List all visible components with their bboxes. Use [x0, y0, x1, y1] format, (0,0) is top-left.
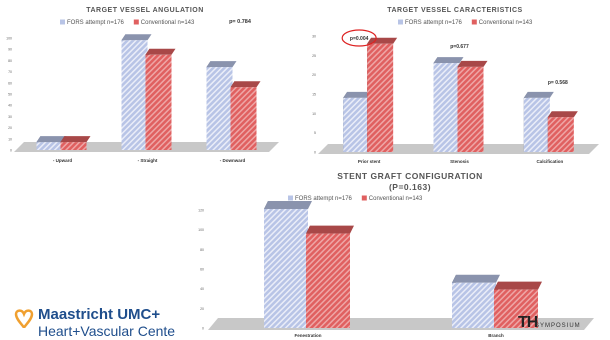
y-tick-label: 50	[8, 93, 12, 97]
bar	[206, 67, 233, 150]
chart-title: TARGET VESSEL ANGULATION	[86, 7, 204, 14]
bar-top	[36, 136, 67, 143]
bar-top	[457, 60, 488, 67]
bar	[60, 142, 87, 150]
legend-label-0: FORS attempt n=176	[295, 196, 353, 202]
bar-top	[60, 136, 91, 143]
y-tick-label: 30	[8, 115, 12, 119]
p-value-annotation: p= 0.784	[229, 19, 252, 25]
y-tick-label: 80	[200, 248, 204, 252]
y-tick-label: 80	[8, 59, 12, 63]
x-tick-label: - Straight	[138, 158, 158, 163]
y-tick-label: 20	[312, 73, 316, 77]
x-tick-label: Branch	[488, 333, 504, 338]
chart-title: TARGET VESSEL CARACTERISTICS	[387, 7, 522, 14]
bar-top	[547, 111, 578, 118]
bar	[547, 117, 574, 152]
bar-top	[264, 201, 312, 210]
bar	[494, 289, 538, 328]
y-tick-label: 5	[314, 131, 316, 135]
y-tick-label: 70	[8, 70, 12, 74]
logo-brand-text: Maastricht UMC+	[38, 306, 161, 323]
heart-hands-icon	[14, 309, 34, 329]
bar	[367, 43, 394, 152]
highlight-circle	[341, 29, 377, 47]
bar-top	[343, 91, 374, 98]
bar	[230, 87, 257, 150]
legend-swatch-0	[288, 195, 293, 201]
y-tick-label: 100	[198, 228, 204, 232]
legend-label-1: Conventional n=143	[479, 20, 533, 26]
y-tick-label: 25	[312, 54, 316, 58]
symposium-logo-text: SYMPOSIUM	[535, 323, 581, 329]
bar-top	[306, 225, 354, 234]
bar-top	[452, 274, 500, 283]
th-logo-text: TH	[518, 314, 538, 331]
th-symposium-logo: TH SYMPOSIUM	[518, 314, 608, 338]
bar	[121, 40, 148, 150]
maastricht-logo: Maastricht UMC+ Heart+Vascular Cente	[12, 306, 212, 340]
p-value-annotation-2: p= 0.568	[548, 80, 568, 86]
y-tick-label: 20	[200, 307, 204, 311]
y-tick-label: 100	[6, 37, 12, 41]
x-tick-label: Stenosis	[450, 159, 469, 164]
bar	[306, 233, 350, 328]
x-tick-label: Fenestration	[294, 333, 321, 338]
bar-top	[145, 48, 176, 55]
bar	[264, 209, 308, 328]
bar	[433, 63, 460, 152]
legend-label-0: FORS attempt n=176	[67, 20, 125, 26]
legend-label-0: FORS attempt n=176	[405, 20, 463, 26]
y-tick-label: 0	[10, 149, 12, 153]
legend-swatch-0	[398, 19, 403, 25]
bar	[457, 66, 484, 152]
y-tick-label: 90	[8, 48, 12, 52]
legend-swatch-0	[60, 19, 65, 25]
bar	[343, 97, 370, 152]
y-tick-label: 60	[200, 268, 204, 272]
y-tick-label: 60	[8, 81, 12, 85]
bar	[145, 54, 172, 150]
bar-top	[367, 37, 398, 44]
chart-title: STENT GRAFT CONFIGURATION	[337, 171, 483, 181]
x-tick-label: Prior stent	[358, 159, 381, 164]
x-tick-label: - Downward	[220, 158, 246, 163]
p-value-annotation-0: p=0.004	[350, 36, 369, 42]
bar-top	[433, 57, 464, 64]
y-tick-label: 30	[312, 35, 316, 39]
bar	[523, 97, 550, 152]
legend-swatch-1	[471, 19, 477, 25]
y-tick-label: 0	[314, 151, 316, 155]
chart-subtitle: (P=0.163)	[389, 182, 431, 192]
bar-top	[230, 81, 261, 88]
bar-top	[206, 61, 237, 68]
bar-top	[121, 34, 152, 41]
logo-sub-text: Heart+Vascular Cente	[38, 323, 176, 339]
y-tick-label: 20	[8, 126, 12, 130]
x-tick-label: Calcification	[536, 159, 563, 164]
p-value-annotation-1: p=0.677	[450, 44, 469, 50]
y-tick-label: 0	[202, 327, 204, 331]
bar	[36, 142, 63, 150]
legend-label-1: Conventional n=143	[369, 196, 423, 202]
y-tick-label: 120	[198, 209, 204, 213]
x-tick-label: - Upward	[53, 158, 73, 163]
y-tick-label: 10	[8, 137, 12, 141]
bar	[452, 282, 496, 328]
chart-stent-graft-configuration: STENT GRAFT CONFIGURATION(P=0.163) FORS a…	[198, 171, 594, 338]
bar-top	[494, 281, 542, 290]
y-tick-label: 40	[8, 104, 12, 108]
chart-target-vessel-angulation: TARGET VESSEL ANGULATION FORS attempt n=1…	[6, 7, 279, 163]
chart-target-vessel-characteristics: TARGET VESSEL CARACTERISTICS FORS attempt…	[312, 7, 599, 164]
legend-swatch-1	[361, 195, 367, 201]
y-tick-label: 40	[200, 287, 204, 291]
bar-top	[523, 91, 554, 98]
legend-label-1: Conventional n=143	[141, 20, 195, 26]
y-tick-label: 15	[312, 93, 316, 97]
legend-swatch-1	[133, 19, 139, 25]
y-tick-label: 10	[312, 112, 316, 116]
